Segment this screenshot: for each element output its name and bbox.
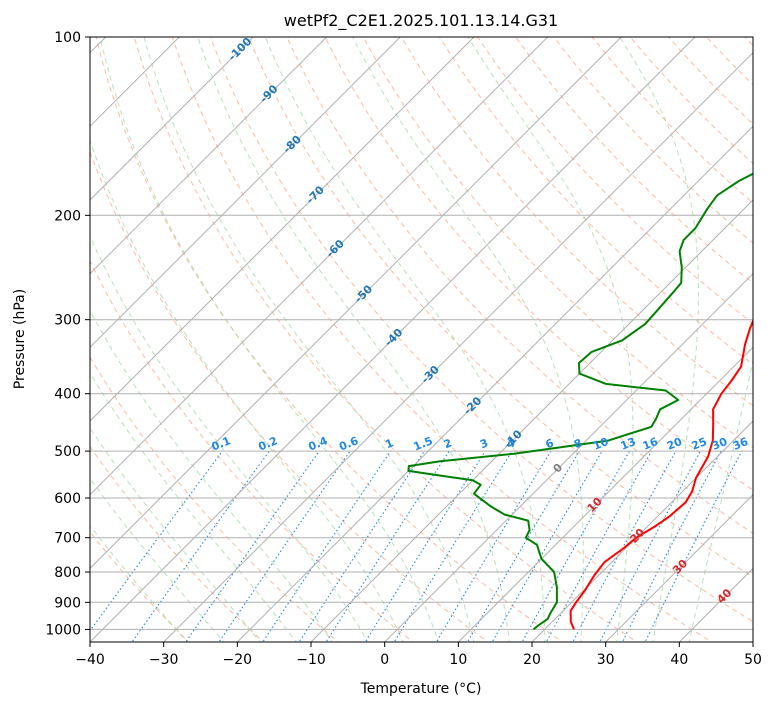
x-tick-label: 20 — [523, 652, 541, 668]
x-axis-ticks: −40 −30 −20 −10 0 10 20 30 40 50 — [75, 642, 762, 668]
isotherm-line — [310, 199, 753, 642]
moist-adiabat — [264, 37, 546, 642]
mixing-ratio-label: 36 — [731, 435, 750, 453]
mixing-ratio-label: 8 — [572, 436, 584, 451]
isotherm-line — [457, 346, 753, 642]
y-axis-title: Pressure (hPa) — [12, 289, 28, 389]
y-tick-label: 300 — [54, 313, 81, 329]
mixing-ratio-label: 30 — [710, 435, 729, 453]
mixing-ratio-lines — [90, 450, 743, 642]
sounding-traces — [407, 172, 753, 631]
x-tick-label: 30 — [597, 652, 615, 668]
mixing-ratio-line — [621, 450, 722, 642]
dry-adiabat — [477, 37, 753, 325]
x-tick-label: −40 — [75, 652, 105, 668]
chart-title: wetPf2_C2E1.2025.101.13.14.G31 — [284, 11, 558, 31]
y-tick-label: 900 — [54, 595, 81, 611]
x-tick-label: 50 — [744, 652, 762, 668]
mixing-ratio-label: 10 — [591, 435, 610, 453]
moist-adiabat — [619, 37, 699, 642]
isotherm-line — [90, 37, 696, 642]
mixing-ratio-line — [262, 450, 392, 642]
mixing-ratio-label: 3 — [478, 436, 490, 451]
moist-adiabat — [90, 371, 297, 642]
y-tick-label: 500 — [54, 444, 81, 460]
isotherm-line — [90, 37, 475, 422]
dewpoint-trace — [407, 172, 753, 631]
mixing-ratio-line — [218, 450, 351, 642]
x-tick-label: 40 — [670, 652, 688, 668]
moist-adiabat — [143, 37, 475, 642]
isotherm-line — [90, 37, 181, 128]
y-tick-label: 700 — [54, 531, 81, 547]
x-tick-label: −20 — [223, 652, 253, 668]
isotherm-line — [162, 51, 753, 642]
mixing-ratio-line — [90, 450, 223, 632]
mixing-ratio-line — [393, 450, 513, 642]
pressure-gridlines — [90, 37, 753, 630]
mixing-ratio-line — [131, 450, 270, 642]
y-tick-label: 600 — [54, 491, 81, 507]
y-tick-label: 800 — [54, 565, 81, 581]
isotherm-line — [90, 37, 623, 570]
mixing-ratio-line — [325, 450, 450, 642]
y-tick-label: 100 — [54, 30, 81, 46]
mixing-ratio-line — [572, 450, 677, 642]
plot-frame — [89, 36, 754, 643]
moist-adiabat — [467, 37, 634, 642]
mixing-ratio-label: 13 — [619, 435, 638, 453]
isotherm-line — [531, 420, 753, 642]
isotherm-line — [90, 37, 402, 349]
isotherm-line — [90, 37, 549, 496]
isotherm-line — [90, 37, 328, 275]
skewed-isotherms — [90, 37, 753, 642]
isotherm-line — [604, 493, 753, 642]
mixing-ratio-label: 25 — [690, 435, 709, 453]
isotherm-line — [383, 272, 753, 642]
x-tick-label: 10 — [449, 652, 467, 668]
temperature-trace — [569, 318, 753, 630]
moist-adiabat — [352, 37, 584, 642]
isotherm-line — [90, 37, 254, 201]
y-tick-label: 1000 — [45, 622, 81, 638]
mixing-ratio-line — [466, 450, 580, 642]
dry-adiabat — [362, 37, 753, 449]
y-tick-label: 400 — [54, 387, 81, 403]
isotherm-line — [236, 125, 753, 642]
y-axis-ticks: 100 200 300 400 500 600 700 800 900 1000 — [45, 30, 90, 638]
mixing-ratio-line — [298, 450, 425, 642]
dry-adiabat — [210, 37, 753, 623]
mixing-ratio-label: 1 — [383, 436, 395, 451]
y-tick-label: 200 — [54, 208, 81, 224]
dry-adiabat — [95, 37, 564, 642]
x-axis-title: Temperature (°C) — [360, 681, 482, 697]
x-tick-label: 0 — [380, 652, 389, 668]
mixing-ratio-label: 16 — [641, 435, 660, 453]
mixing-ratio-label: 2 — [442, 436, 454, 451]
mixing-ratio-label: 20 — [665, 435, 684, 453]
mixing-ratio-line — [185, 450, 320, 642]
dry-adiabat — [90, 150, 489, 642]
x-tick-label: −10 — [296, 652, 326, 668]
dry-adiabat — [324, 37, 753, 491]
x-tick-label: −30 — [149, 652, 179, 668]
mixing-ratio-line — [599, 450, 701, 642]
